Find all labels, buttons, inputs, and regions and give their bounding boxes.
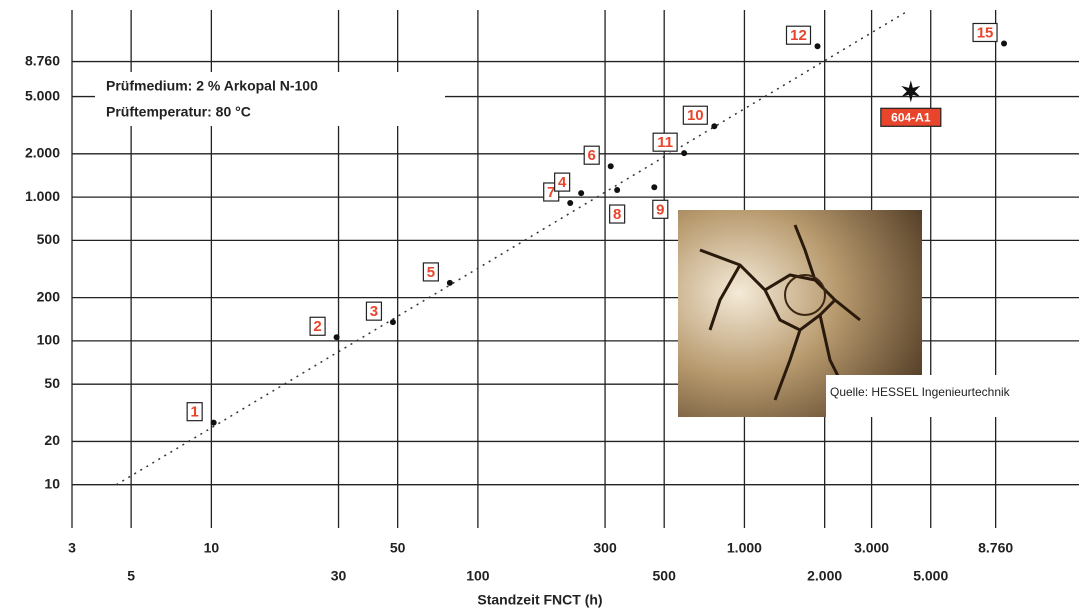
y-tick-label: 5.000 [25,87,60,103]
x-tick-label: 1.000 [727,540,762,556]
data-point [1001,40,1007,46]
y-tick-label: 100 [37,332,61,348]
data-point [211,420,217,426]
data-point [815,43,821,49]
data-point [614,187,620,193]
data-point [578,190,584,196]
point-label: 12 [790,27,807,44]
annotation: Prüftemperatur: 80 °C [106,104,251,120]
y-tick-label: 1.000 [25,188,60,204]
x-tick-label: 300 [593,540,617,556]
y-tick-label: 8.760 [25,52,60,68]
data-point [567,200,573,206]
chart: Prüfmedium: 2 % Arkopal N-100 Prüftemper… [0,0,1079,610]
point-label: 5 [427,264,435,281]
data-point [901,80,920,102]
source-note: Quelle: HESSEL Ingenieurtechnik [830,385,1011,399]
x-tick-label: 2.000 [807,568,842,584]
x-tick-label: 10 [204,540,220,556]
y-tick-label: 2.000 [25,145,60,161]
point-label: 6 [588,147,596,164]
data-point [334,334,340,340]
data-point [608,163,614,169]
point-label: 15 [977,24,994,41]
x-tick-label: 30 [331,568,347,584]
x-tick-label: 3 [68,540,76,556]
data-point [651,184,657,190]
point-label: 11 [657,134,673,151]
x-tick-label: 100 [466,568,490,584]
y-tick-label: 10 [44,475,60,491]
x-tick-label: 500 [653,568,677,584]
point-label: 10 [687,107,704,124]
data-point [390,319,396,325]
x-tick-label: 5.000 [913,568,948,584]
x-tick-label: 5 [127,568,135,584]
point-label: 3 [370,303,378,320]
x-tick-label: 3.000 [854,540,889,556]
data-point [447,280,453,286]
point-label: 4 [558,174,567,191]
point-label: 1 [190,404,198,421]
x-tick-label: 8.760 [978,540,1013,556]
y-tick-label: 50 [44,375,60,391]
y-tick-label: 20 [44,432,60,448]
x-axis-title: Standzeit FNCT (h) [477,592,602,608]
y-tick-label: 200 [37,288,61,304]
point-label: 2 [313,318,321,335]
point-label: 604-A1 [891,110,931,124]
data-point [711,123,717,129]
point-label: 8 [613,206,621,223]
point-label: 9 [656,201,664,218]
annotation: Prüfmedium: 2 % Arkopal N-100 [106,78,318,94]
x-tick-label: 50 [390,540,406,556]
y-tick-label: 500 [37,231,61,247]
data-point [681,150,687,156]
